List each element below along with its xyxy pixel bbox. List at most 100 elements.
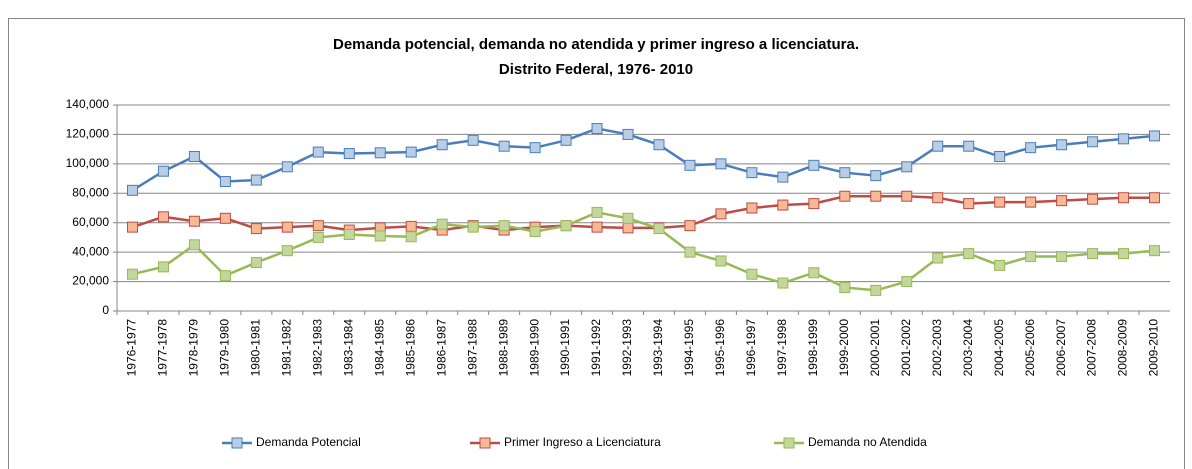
marker <box>498 140 510 152</box>
marker <box>281 161 293 173</box>
marker <box>808 159 820 171</box>
x-tick-label: 1982-1983 <box>310 319 324 377</box>
y-tick-label: 20,000 <box>72 274 109 288</box>
marker <box>219 176 231 188</box>
marker <box>374 230 386 242</box>
marker <box>839 281 851 293</box>
chart-title: Demanda potencial, demanda no atendida y… <box>333 36 859 53</box>
chart-title: Distrito Federal, 1976- 2010 <box>499 61 693 78</box>
marker <box>715 208 727 220</box>
marker <box>219 212 231 224</box>
marker <box>1025 251 1037 263</box>
marker <box>932 140 944 152</box>
marker <box>1056 195 1068 207</box>
marker <box>963 198 975 210</box>
legend-marker <box>479 437 491 449</box>
marker <box>1149 130 1161 142</box>
x-tick-label: 2007-2008 <box>1085 319 1099 377</box>
marker <box>498 220 510 232</box>
marker <box>250 174 262 186</box>
marker <box>436 139 448 151</box>
marker <box>715 158 727 170</box>
marker <box>467 134 479 146</box>
marker <box>560 220 572 232</box>
marker <box>839 190 851 202</box>
y-tick-label: 120,000 <box>66 127 110 141</box>
marker <box>870 190 882 202</box>
x-tick-label: 2008-2009 <box>1116 319 1130 377</box>
marker <box>157 261 169 273</box>
x-tick-label: 2003-2004 <box>961 319 975 377</box>
marker <box>1118 248 1130 260</box>
x-tick-label: 1992-1993 <box>620 319 634 377</box>
x-tick-label: 1993-1994 <box>651 319 665 377</box>
legend-label: Primer Ingreso a Licenciatura <box>504 435 661 449</box>
marker <box>157 165 169 177</box>
legend-label: Demanda no Atendida <box>808 435 927 449</box>
series-line <box>132 211 1155 292</box>
x-tick-label: 1996-1997 <box>744 319 758 377</box>
y-tick-label: 100,000 <box>66 156 110 170</box>
marker <box>777 277 789 289</box>
marker <box>1149 192 1161 204</box>
marker <box>1025 196 1037 208</box>
x-tick-label: 2001-2002 <box>899 319 913 377</box>
marker <box>250 223 262 235</box>
marker <box>219 270 231 282</box>
marker <box>126 221 138 233</box>
marker <box>312 220 324 232</box>
x-tick-label: 2002-2003 <box>930 319 944 377</box>
marker <box>746 202 758 214</box>
marker <box>250 256 262 268</box>
x-tick-label: 2005-2006 <box>1023 319 1037 377</box>
x-tick-label: 1976-1977 <box>125 319 139 377</box>
marker <box>1056 139 1068 151</box>
marker <box>1087 193 1099 205</box>
marker <box>529 142 541 154</box>
x-tick-label: 1978-1979 <box>187 319 201 377</box>
marker <box>281 221 293 233</box>
x-tick-label: 1986-1987 <box>434 319 448 377</box>
marker <box>994 151 1006 162</box>
x-tick-label: 1990-1991 <box>558 319 572 377</box>
marker <box>901 190 913 202</box>
series-line <box>132 194 1155 232</box>
x-tick-label: 1987-1988 <box>465 319 479 377</box>
marker <box>622 222 634 234</box>
x-tick-label: 1983-1984 <box>341 319 355 377</box>
x-tick-label: 1994-1995 <box>682 319 696 377</box>
y-tick-label: 60,000 <box>72 215 109 229</box>
marker <box>746 268 758 280</box>
marker <box>436 218 448 230</box>
marker <box>808 267 820 279</box>
marker <box>560 134 572 146</box>
x-tick-label: 1981-1982 <box>280 319 294 377</box>
marker <box>343 228 355 240</box>
marker <box>467 221 479 233</box>
marker <box>653 139 665 151</box>
x-tick-label: 1998-1999 <box>806 319 820 377</box>
series-line <box>131 127 1155 192</box>
marker <box>1118 192 1130 204</box>
marker <box>777 171 789 183</box>
y-tick-label: 140,000 <box>66 97 110 111</box>
marker <box>808 198 820 210</box>
marker <box>529 226 541 238</box>
marker <box>901 276 913 288</box>
marker <box>622 212 634 224</box>
marker <box>1056 251 1068 263</box>
legend-marker <box>783 437 795 449</box>
chart-frame <box>8 18 1185 469</box>
legend-marker <box>231 437 243 449</box>
y-tick-label: 40,000 <box>72 244 109 258</box>
marker <box>901 161 913 173</box>
marker <box>1087 248 1099 260</box>
marker <box>591 221 603 233</box>
x-tick-label: 2006-2007 <box>1054 319 1068 377</box>
y-tick-label: 0 <box>102 303 109 317</box>
marker <box>157 211 169 223</box>
marker <box>591 206 603 218</box>
marker <box>126 268 138 280</box>
x-tick-label: 1991-1992 <box>589 319 603 377</box>
